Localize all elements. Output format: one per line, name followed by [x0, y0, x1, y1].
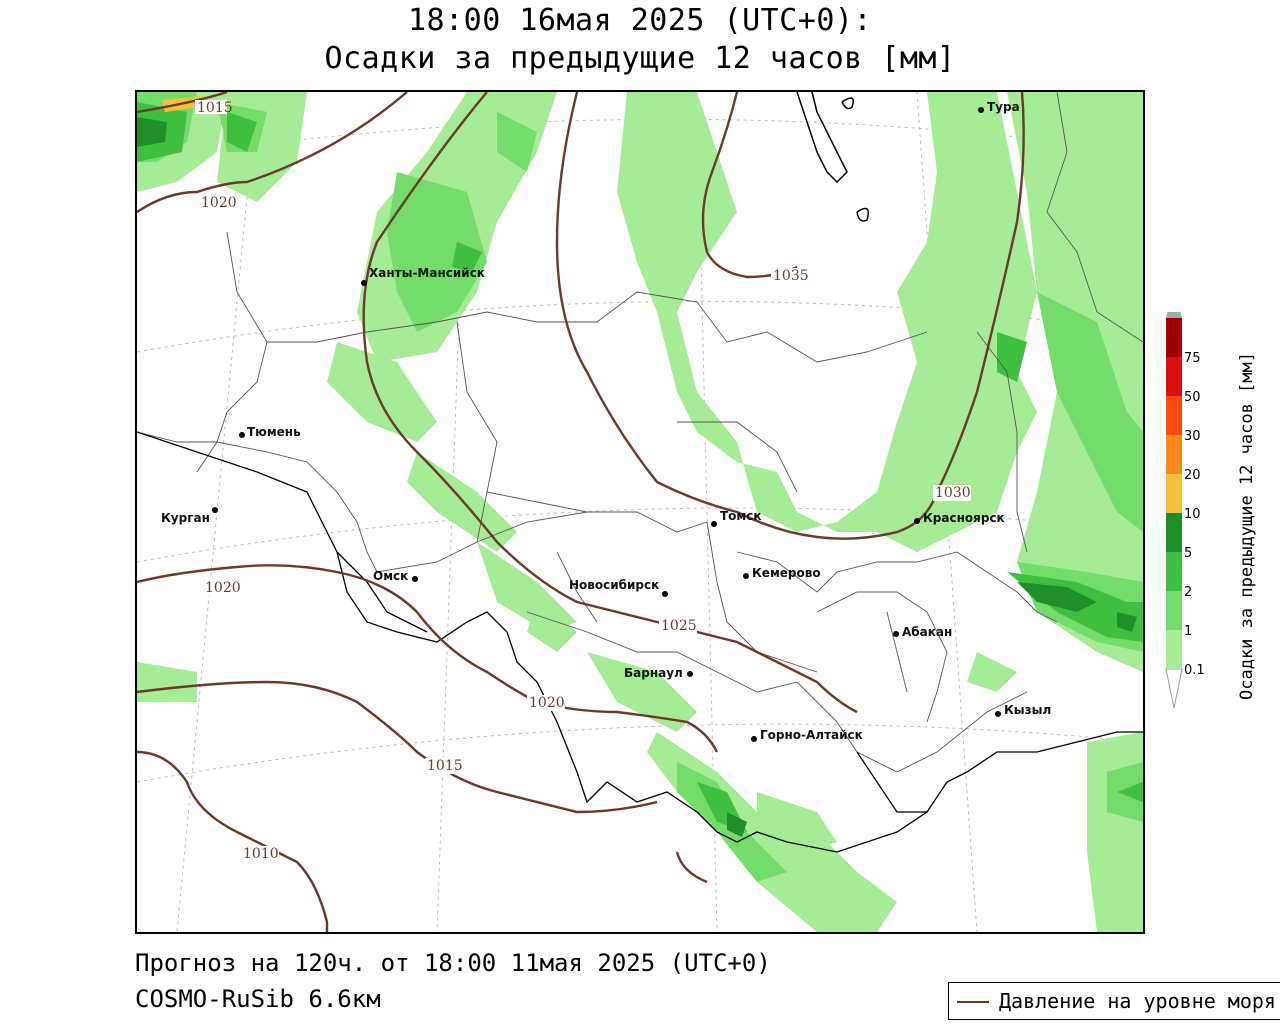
admin-borders [137, 92, 1143, 773]
isobar-legend-label: Давление на уровне моря [999, 989, 1276, 1013]
colorbar-box [1166, 552, 1182, 591]
city-dot [978, 107, 984, 113]
colorbar-box [1166, 357, 1182, 396]
map-canvas: 1015 1020 1035 1030 1025 1020 1020 1015 … [137, 92, 1143, 932]
colorbar-label: 75 [1184, 351, 1201, 366]
precipitation-fields [137, 92, 1143, 932]
colorbar-box [1166, 513, 1182, 552]
colorbar-label: 20 [1184, 468, 1201, 483]
isobar-label: 1025 [661, 618, 697, 634]
city-dot [914, 518, 920, 524]
colorbar-box [1166, 318, 1182, 357]
colorbar-boxes [1165, 312, 1183, 709]
city-dot [662, 591, 668, 597]
isobar-label: 1035 [773, 268, 809, 284]
city-dot [412, 576, 418, 582]
isobar-label: 1020 [201, 195, 237, 211]
city-dot [711, 521, 717, 527]
colorbar-title-text: Осадки за предыдущие 12 часов [мм] [1237, 352, 1257, 700]
city-label-kurgan: Курган [161, 511, 210, 525]
city-label-tura: Тура [987, 100, 1020, 114]
precipitation-colorbar: 0.1 1 2 5 10 20 30 50 75 [1165, 312, 1205, 709]
colorbar-label: 5 [1184, 546, 1192, 561]
city-markers: Тура Ханты-Мансийск Тюмень Курган Омск Н… [161, 100, 1051, 742]
model-name: COSMO-RuSib 6.6км [135, 985, 381, 1013]
country-borders [137, 431, 1143, 853]
city-dot [995, 711, 1001, 717]
city-label-tyumen: Тюмень [247, 425, 301, 439]
colorbar-label: 30 [1184, 429, 1201, 444]
city-label-novosibirsk: Новосибирск [569, 578, 659, 592]
isobar-label: 1020 [529, 695, 565, 711]
city-dot [212, 507, 218, 513]
colorbar-box [1166, 630, 1182, 669]
colorbar-labels: 0.1 1 2 5 10 20 30 50 75 [1184, 351, 1205, 678]
colorbar-under-triangle [1165, 668, 1183, 709]
colorbar-label: 10 [1184, 507, 1201, 522]
city-dot [239, 432, 245, 438]
coastline [796, 92, 869, 222]
city-label-omsk: Омск [373, 569, 408, 583]
colorbar-label: 0.1 [1184, 663, 1205, 678]
colorbar-label: 1 [1184, 624, 1192, 639]
city-label-gorno-altaysk: Горно-Алтайск [760, 728, 863, 742]
isobar-legend: Давление на уровне моря [948, 982, 1280, 1020]
city-dot [687, 671, 693, 677]
isobar-label: 1020 [205, 580, 241, 596]
colorbar-box [1166, 591, 1182, 630]
forecast-info: Прогноз на 120ч. от 18:00 11мая 2025 (UT… [135, 949, 771, 977]
isobars [137, 92, 1025, 932]
city-dot [743, 573, 749, 579]
colorbar-label: 50 [1184, 390, 1201, 405]
colorbar-title: Осадки за предыдущие 12 часов [мм] [1237, 352, 1257, 700]
city-label-tomsk: Томск [720, 509, 762, 523]
city-dot [893, 631, 899, 637]
precipitation-map: 1015 1020 1035 1030 1025 1020 1020 1015 … [135, 90, 1145, 934]
colorbar-label: 2 [1184, 585, 1192, 600]
isobar-label: 1015 [197, 100, 233, 116]
map-title-variable: Осадки за предыдущие 12 часов [мм] [324, 41, 956, 76]
colorbar-over-triangle [1166, 312, 1182, 318]
city-label-kyzyl: Кызыл [1004, 703, 1051, 717]
city-dot [361, 280, 367, 286]
colorbar-box [1166, 396, 1182, 435]
isobar-label: 1030 [935, 485, 971, 501]
city-label-kemerovo: Кемерово [752, 566, 821, 580]
isobar-label: 1010 [243, 846, 279, 862]
city-label-khanty-mansiysk: Ханты-Мансийск [369, 266, 485, 280]
isobar-labels: 1015 1020 1035 1030 1025 1020 1020 1015 … [195, 100, 971, 862]
isobar-legend-swatch [957, 1001, 989, 1003]
city-label-abakan: Абакан [902, 625, 952, 639]
colorbar-box [1166, 474, 1182, 513]
city-label-krasnoyarsk: Красноярск [923, 511, 1005, 525]
map-title-time: 18:00 16мая 2025 (UTC+0): [407, 3, 873, 38]
isobar-label: 1015 [427, 758, 463, 774]
city-dot [751, 736, 757, 742]
colorbar-box [1166, 435, 1182, 474]
city-label-barnaul: Барнаул [624, 666, 683, 680]
